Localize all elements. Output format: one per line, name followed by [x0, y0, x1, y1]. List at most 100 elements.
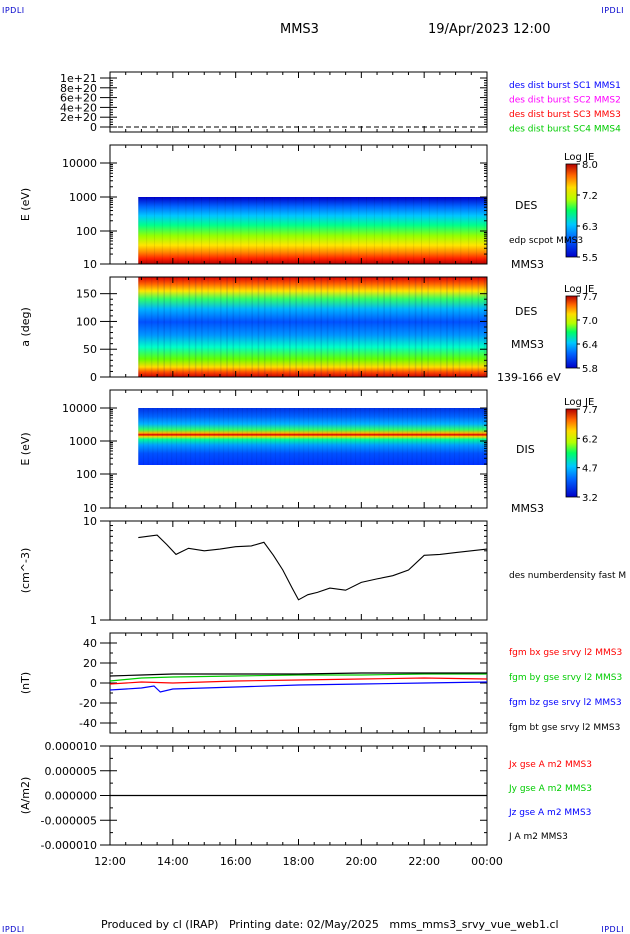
- dis-energy-texture: [152, 408, 154, 465]
- corner-mark-bottom-right: IPDLI: [601, 925, 624, 934]
- des-energy-texture: [279, 197, 281, 264]
- des-energy-colorbar-tick-label: 8.0: [582, 160, 598, 171]
- dis-energy-texture: [289, 408, 291, 465]
- dis-energy-texture: [190, 408, 192, 465]
- dist-burst-legend-entry: des dist burst SC4 MMS4: [509, 125, 621, 135]
- fgm-tick-label: 20: [83, 657, 97, 670]
- dis-energy-texture: [425, 408, 427, 465]
- current-tick-label: -0.000005: [41, 814, 97, 827]
- pitch-angle-texture: [339, 277, 341, 377]
- dis-energy-texture: [284, 408, 286, 465]
- pitch-angle-texture: [282, 277, 285, 377]
- pitch-angle-texture: [458, 277, 461, 377]
- pitch-angle-texture: [326, 277, 329, 377]
- pitch-angle-texture: [446, 277, 448, 377]
- dis-energy-texture: [175, 408, 177, 465]
- des-energy-texture: [224, 197, 226, 264]
- pitch-angle-texture: [452, 277, 455, 377]
- des-energy-texture: [287, 197, 289, 264]
- des-energy-tick-label: 1000: [69, 191, 97, 204]
- time-axis-label: 00:00: [471, 855, 503, 868]
- des-energy-texture: [193, 197, 195, 264]
- dis-energy-colorbar-tick-label: 6.2: [582, 434, 598, 445]
- dis-energy-colorbar-bar: [565, 408, 578, 498]
- des-energy-texture: [444, 197, 446, 264]
- dis-energy-texture: [397, 408, 399, 465]
- pitch-angle-texture: [402, 277, 404, 377]
- current-legend-entry: Jx gse A m2 MMS3: [508, 760, 592, 770]
- date-title: 19/Apr/2023 12:00: [428, 22, 551, 37]
- dis-energy-texture: [237, 408, 239, 465]
- des-energy-texture: [146, 197, 148, 264]
- pitch-angle-texture: [144, 277, 147, 377]
- dist-burst-legend-entry: des dist burst SC2 MMS2: [509, 96, 621, 106]
- des-energy-texture: [256, 197, 258, 264]
- dis-energy-texture: [416, 408, 418, 465]
- corner-mark-top-left: IPDLI: [2, 6, 25, 15]
- des-energy-texture: [381, 197, 383, 264]
- dis-energy-texture: [298, 408, 300, 465]
- pitch-angle-texture: [226, 277, 228, 377]
- dis-energy-texture: [157, 408, 159, 465]
- pitch-angle-texture: [207, 277, 209, 377]
- pitch-angle-texture: [345, 277, 348, 377]
- current-tick-label: -0.000010: [41, 839, 97, 852]
- des-energy-texture: [263, 197, 265, 264]
- pitch-angle-texture: [358, 277, 360, 377]
- dis-energy-texture: [218, 408, 220, 465]
- dis-energy-texture: [303, 408, 305, 465]
- dis-energy-texture: [331, 408, 333, 465]
- dis-energy-texture: [435, 408, 437, 465]
- pitch-angle-tick-label: 0: [90, 371, 97, 384]
- dist-burst-tick-label: 2e+20: [60, 111, 97, 124]
- des-energy-texture: [161, 197, 163, 264]
- pitch-angle-energy-range: 139-166 eV: [497, 371, 561, 384]
- pitch-angle-texture: [320, 277, 323, 377]
- dis-energy-texture: [430, 408, 432, 465]
- dis-energy-texture: [142, 408, 144, 465]
- dis-energy-texture: [454, 408, 456, 465]
- dis-energy-texture: [208, 408, 210, 465]
- des-energy-side-label: DES: [515, 199, 537, 212]
- pitch-angle-texture: [477, 277, 480, 377]
- fgm-legend-entry: fgm by gse srvy l2 MMS3: [509, 673, 622, 683]
- dis-energy-texture: [246, 408, 248, 465]
- dis-energy-texture: [147, 408, 149, 465]
- pitch-angle-texture: [307, 277, 310, 377]
- pitch-angle-texture: [138, 277, 140, 377]
- dist-burst-tick-label: 4e+20: [60, 101, 97, 114]
- pitch-angle-texture: [465, 277, 467, 377]
- pitch-angle-texture: [433, 277, 436, 377]
- des-energy-scpot-label: edp scpot MMS3: [509, 236, 583, 246]
- des-energy-texture: [405, 197, 407, 264]
- des-energy-texture: [326, 197, 328, 264]
- dist-burst-legend-entry: des dist burst SC3 MMS3: [509, 110, 621, 120]
- dis-energy-texture: [326, 408, 328, 465]
- current-legend-entry: Jz gse A m2 MMS3: [508, 808, 591, 818]
- des-energy-texture: [208, 197, 210, 264]
- des-energy-texture: [232, 197, 234, 264]
- dis-energy-texture: [355, 408, 357, 465]
- fgm-tick-label: 0: [90, 677, 97, 690]
- pitch-angle-colorbar-tick-label: 7.7: [582, 292, 598, 303]
- pitch-angle-texture: [276, 277, 279, 377]
- pitch-angle-texture: [188, 277, 191, 377]
- dis-energy-texture: [439, 408, 441, 465]
- pitch-angle-texture: [414, 277, 417, 377]
- fgm-tick-label: -40: [79, 717, 97, 730]
- pitch-angle-tick-label: 150: [76, 288, 97, 301]
- dis-energy-texture: [312, 408, 314, 465]
- panel-density-frame: [109, 520, 488, 621]
- dis-energy-texture: [340, 408, 342, 465]
- dis-energy-tick-label: 1000: [69, 435, 97, 448]
- des-energy-heatmap: [138, 197, 487, 264]
- des-energy-texture: [271, 197, 273, 264]
- dis-energy-texture: [166, 408, 168, 465]
- des-energy-texture: [468, 197, 470, 264]
- des-energy-texture: [334, 197, 336, 264]
- pitch-angle-texture: [163, 277, 166, 377]
- dis-energy-texture: [171, 408, 173, 465]
- dis-energy-texture: [369, 408, 371, 465]
- dis-energy-texture: [350, 408, 352, 465]
- dis-energy-texture: [411, 408, 413, 465]
